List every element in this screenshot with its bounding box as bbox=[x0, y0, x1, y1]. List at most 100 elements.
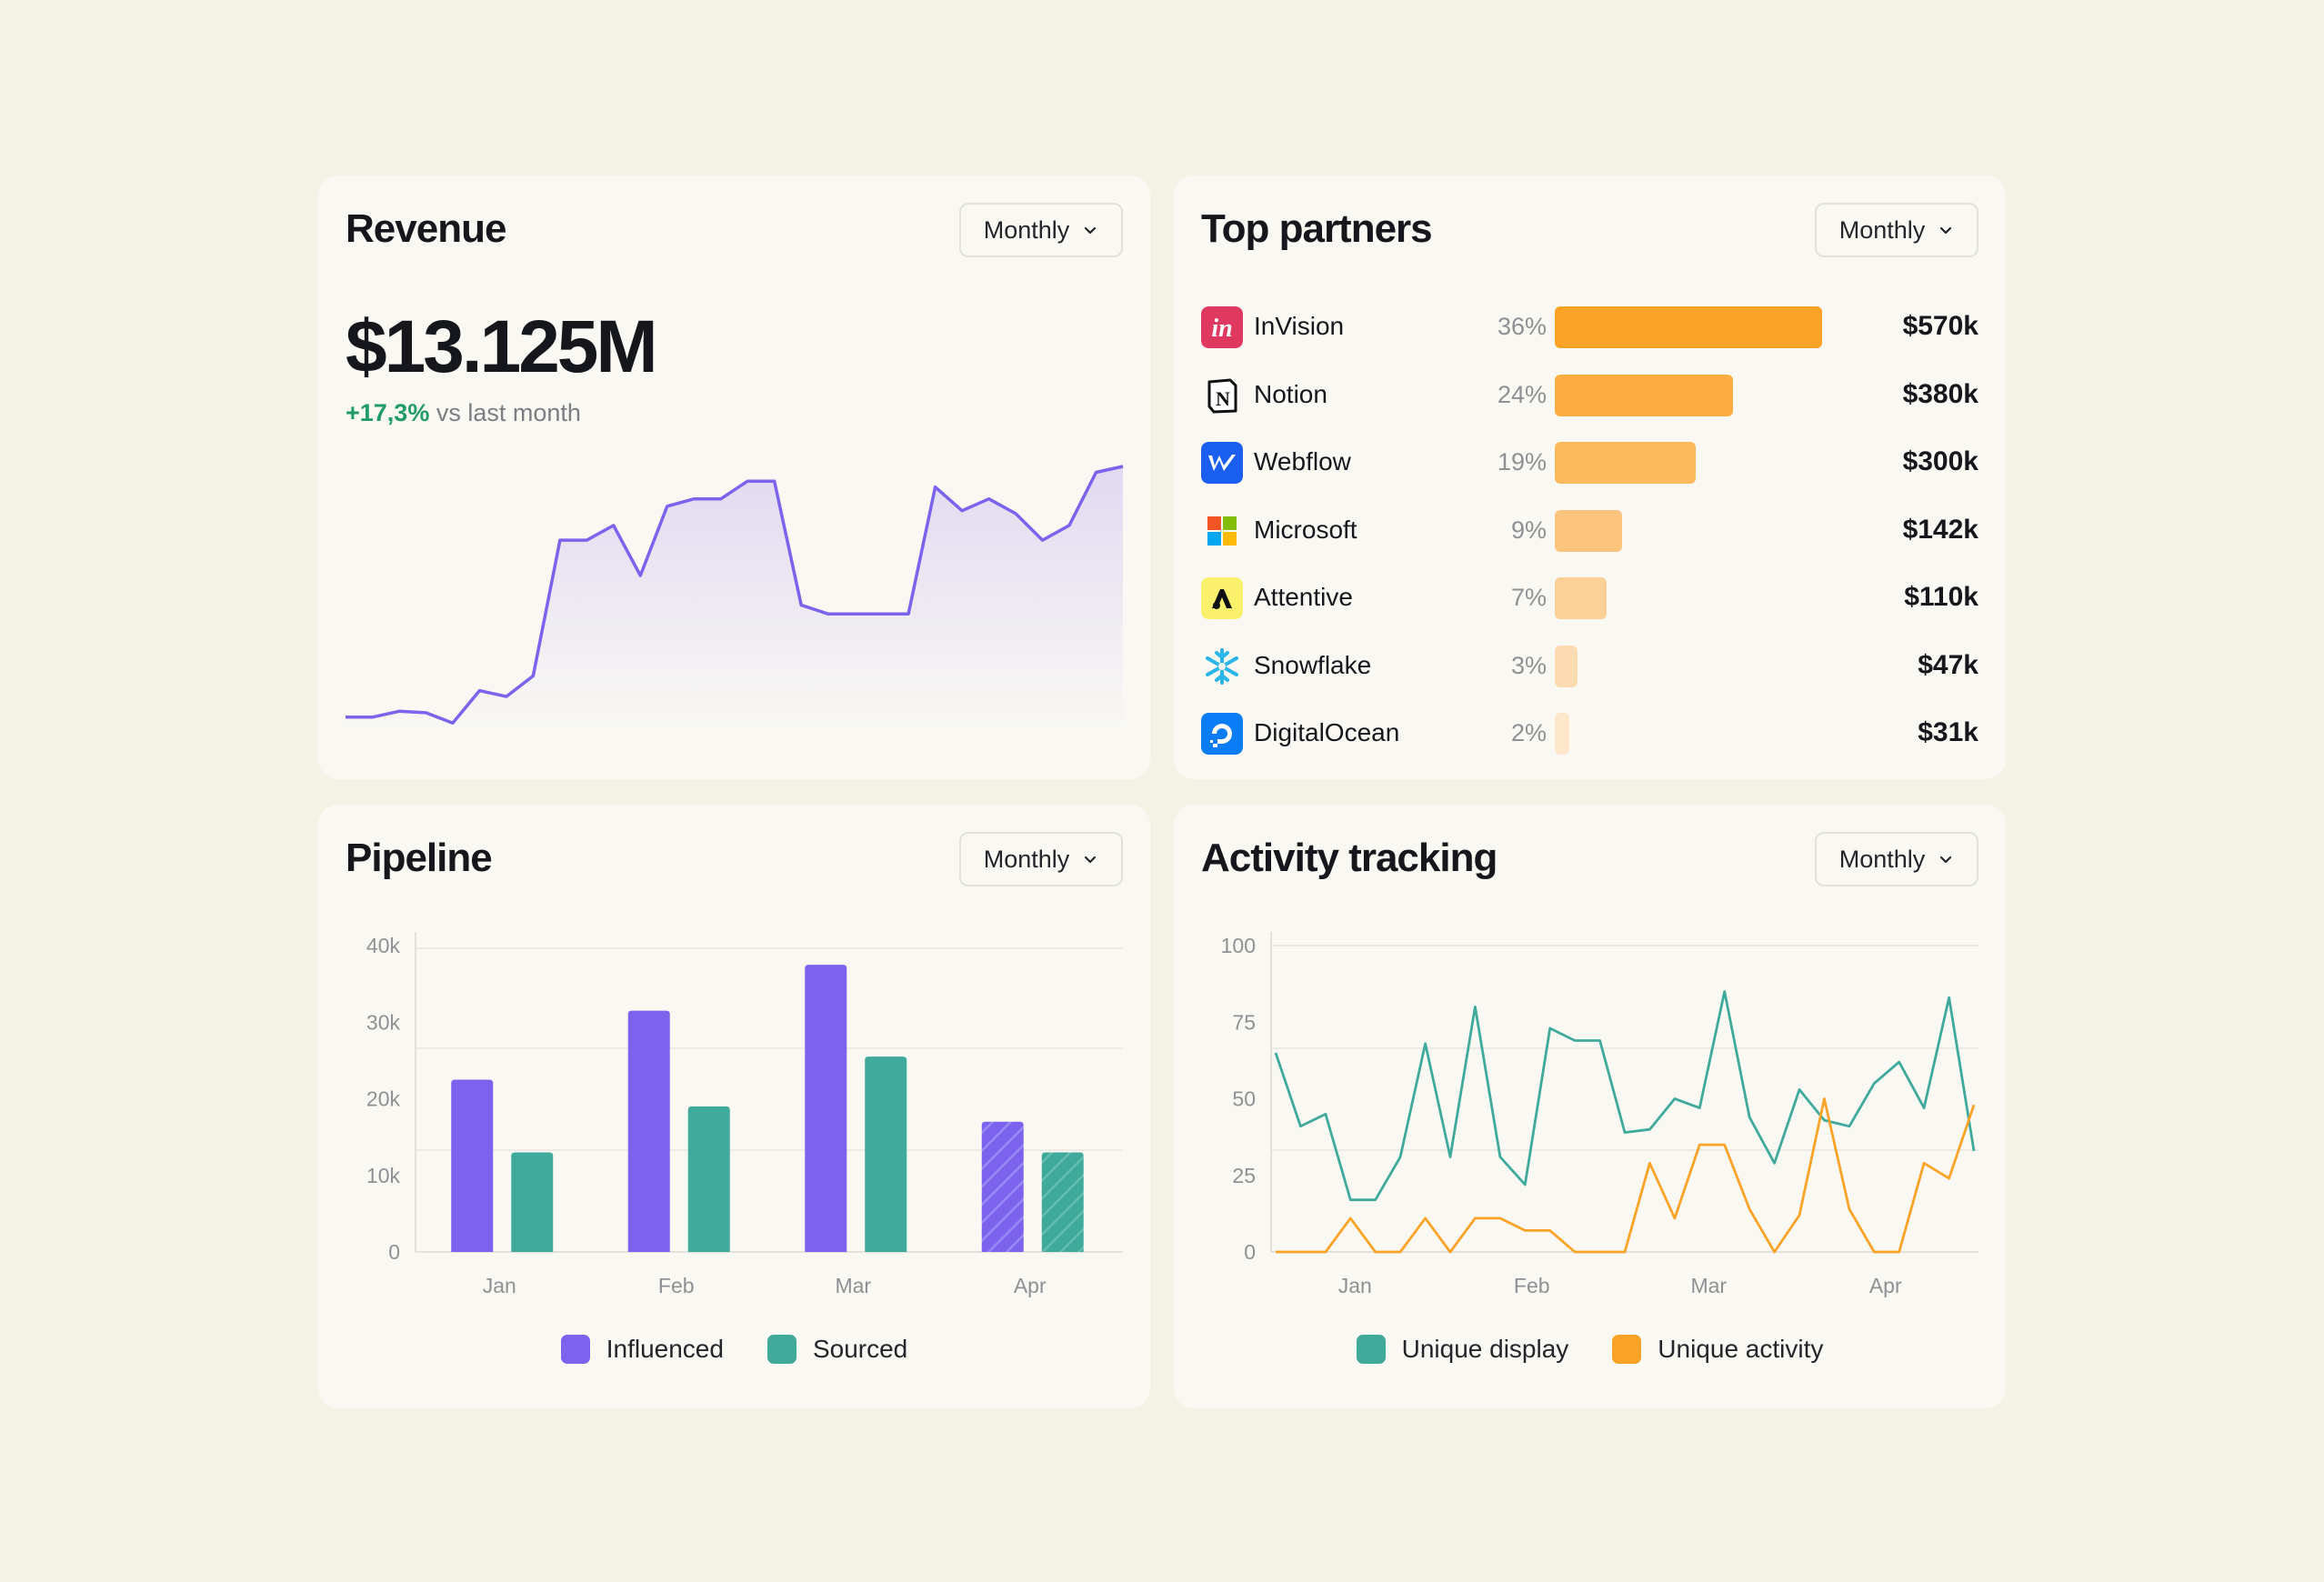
chevron-down-icon bbox=[1085, 226, 1097, 235]
revenue-area-chart bbox=[346, 465, 1124, 730]
partner-share-bar bbox=[1555, 374, 1733, 416]
x-tick-label: Feb bbox=[1514, 1274, 1550, 1297]
bar-influenced-mar[interactable] bbox=[805, 965, 847, 1252]
partner-value: $380k bbox=[1902, 378, 1978, 409]
revenue-card: Revenue Monthly $13.125M +17,3% vs last … bbox=[318, 175, 1150, 779]
x-tick-label: Jan bbox=[1338, 1274, 1372, 1297]
partner-name: Snowflake bbox=[1254, 650, 1372, 679]
partners-period-dropdown[interactable]: Monthly bbox=[1815, 203, 1978, 257]
x-tick-label: Mar bbox=[835, 1274, 871, 1297]
legend-item-unique-activity[interactable]: Unique activity bbox=[1612, 1335, 1823, 1364]
partner-share-bar bbox=[1555, 645, 1578, 687]
partner-row[interactable]: N Notion 24% $380k bbox=[1174, 373, 2006, 416]
bar-sourced-mar[interactable] bbox=[865, 1056, 907, 1252]
y-tick-label: 0 bbox=[1244, 1240, 1256, 1264]
activity-period-dropdown[interactable]: Monthly bbox=[1815, 832, 1978, 886]
revenue-area-fill bbox=[346, 466, 1123, 730]
partner-value: $47k bbox=[1918, 649, 1978, 680]
partners-title: Top partners bbox=[1201, 206, 1433, 251]
microsoft-icon bbox=[1201, 510, 1243, 552]
y-tick-label: 0 bbox=[388, 1240, 400, 1264]
pipeline-card: Pipeline Monthly 0 10k 20k 30k 40k Jan Feb Mar A… bbox=[318, 805, 1150, 1408]
partner-share-bar bbox=[1555, 509, 1622, 552]
partner-percent: 7% bbox=[1510, 584, 1547, 611]
bar-influenced-apr[interactable] bbox=[981, 1121, 1024, 1252]
legend-label-unique-display: Unique display bbox=[1401, 1335, 1569, 1363]
partner-value: $110k bbox=[1904, 582, 1978, 612]
revenue-change-percent: +17,3% bbox=[346, 399, 430, 426]
activity-line-chart: 0 25 50 75 100 Jan Feb Mar Apr bbox=[1221, 932, 1978, 1297]
svg-text:N: N bbox=[1216, 387, 1230, 410]
partner-percent: 24% bbox=[1497, 380, 1547, 408]
notion-icon: N bbox=[1201, 375, 1243, 416]
partner-row[interactable]: Attentive 7% $110k bbox=[1174, 576, 2006, 619]
partner-row[interactable]: Microsoft 9% $142k bbox=[1174, 508, 2006, 552]
y-tick-label: 20k bbox=[366, 1087, 401, 1111]
partner-row[interactable]: Snowflake 3% $47k bbox=[1174, 644, 2006, 687]
partner-share-bar bbox=[1555, 306, 1822, 348]
partner-name: Webflow bbox=[1254, 447, 1351, 476]
legend-item-influenced[interactable]: Influenced bbox=[560, 1335, 724, 1364]
revenue-change: +17,3% vs last month bbox=[346, 399, 581, 427]
partner-name: DigitalOcean bbox=[1254, 718, 1400, 746]
pipeline-period-label: Monthly bbox=[983, 845, 1070, 873]
revenue-total: $13.125M bbox=[346, 305, 658, 388]
line-unique-display[interactable] bbox=[1274, 990, 1976, 1202]
partner-value: $570k bbox=[1902, 311, 1978, 341]
partner-row[interactable]: Webflow 19% $300k bbox=[1174, 440, 2006, 484]
y-tick-label: 100 bbox=[1221, 934, 1256, 957]
y-tick-label: 25 bbox=[1232, 1164, 1256, 1187]
svg-text:in: in bbox=[1211, 315, 1232, 343]
partner-value: $142k bbox=[1902, 514, 1978, 545]
partner-row[interactable]: DigitalOcean 2% $31k bbox=[1174, 711, 2006, 755]
partner-name: Microsoft bbox=[1254, 515, 1357, 544]
revenue-period-dropdown[interactable]: Monthly bbox=[959, 203, 1123, 257]
line-unique-activity[interactable] bbox=[1276, 1097, 1976, 1254]
legend-swatch-sourced bbox=[766, 1335, 796, 1364]
partner-value: $300k bbox=[1902, 446, 1978, 476]
activity-tracking-card: Activity tracking Monthly 0 25 50 75 100 Jan F… bbox=[1174, 805, 2006, 1408]
partner-value: $31k bbox=[1918, 717, 1978, 747]
revenue-change-label: vs last month bbox=[436, 399, 581, 426]
partner-name: Notion bbox=[1254, 379, 1327, 408]
partner-name: Attentive bbox=[1254, 583, 1353, 611]
legend-swatch-influenced bbox=[560, 1335, 590, 1364]
partner-row[interactable]: in InVision 36% $570k bbox=[1174, 305, 2006, 348]
legend-label-influenced: Influenced bbox=[606, 1335, 724, 1363]
x-tick-label: Apr bbox=[1014, 1274, 1047, 1297]
revenue-line bbox=[346, 465, 1124, 726]
chevron-down-icon bbox=[1940, 226, 1952, 235]
y-tick-label: 40k bbox=[366, 934, 401, 957]
legend-item-unique-display[interactable]: Unique display bbox=[1356, 1335, 1569, 1364]
pipeline-bar-chart: 0 10k 20k 30k 40k Jan Feb Mar Apr bbox=[366, 932, 1123, 1297]
bar-sourced-apr[interactable] bbox=[1041, 1152, 1084, 1252]
x-tick-label: Mar bbox=[1690, 1274, 1727, 1297]
y-tick-label: 75 bbox=[1232, 1010, 1256, 1034]
partner-percent: 19% bbox=[1497, 448, 1547, 476]
bar-influenced-jan[interactable] bbox=[451, 1079, 494, 1252]
pipeline-period-dropdown[interactable]: Monthly bbox=[959, 832, 1123, 886]
chevron-down-icon bbox=[1940, 856, 1952, 864]
legend-label-unique-activity: Unique activity bbox=[1658, 1335, 1824, 1363]
partners-period-label: Monthly bbox=[1838, 215, 1926, 244]
partner-percent: 9% bbox=[1510, 516, 1547, 544]
partner-percent: 36% bbox=[1497, 313, 1547, 340]
digitalocean-icon bbox=[1201, 713, 1243, 755]
chevron-down-icon bbox=[1085, 856, 1097, 864]
activity-title: Activity tracking bbox=[1201, 836, 1498, 880]
legend-item-sourced[interactable]: Sourced bbox=[766, 1335, 908, 1364]
partner-share-bar bbox=[1555, 713, 1570, 755]
activity-period-label: Monthly bbox=[1838, 845, 1926, 873]
revenue-title: Revenue bbox=[346, 206, 506, 251]
x-tick-label: Jan bbox=[483, 1274, 516, 1297]
partner-name: InVision bbox=[1254, 312, 1345, 340]
partner-percent: 2% bbox=[1510, 719, 1547, 746]
bar-sourced-feb[interactable] bbox=[687, 1106, 730, 1252]
legend-swatch-unique-activity bbox=[1612, 1335, 1642, 1364]
activity-legend: Unique display Unique activity bbox=[1174, 1335, 2006, 1364]
bar-sourced-jan[interactable] bbox=[511, 1152, 554, 1252]
attentive-icon bbox=[1201, 577, 1243, 619]
legend-swatch-unique-display bbox=[1356, 1335, 1386, 1364]
bar-influenced-feb[interactable] bbox=[627, 1010, 670, 1252]
legend-label-sourced: Sourced bbox=[812, 1335, 908, 1363]
